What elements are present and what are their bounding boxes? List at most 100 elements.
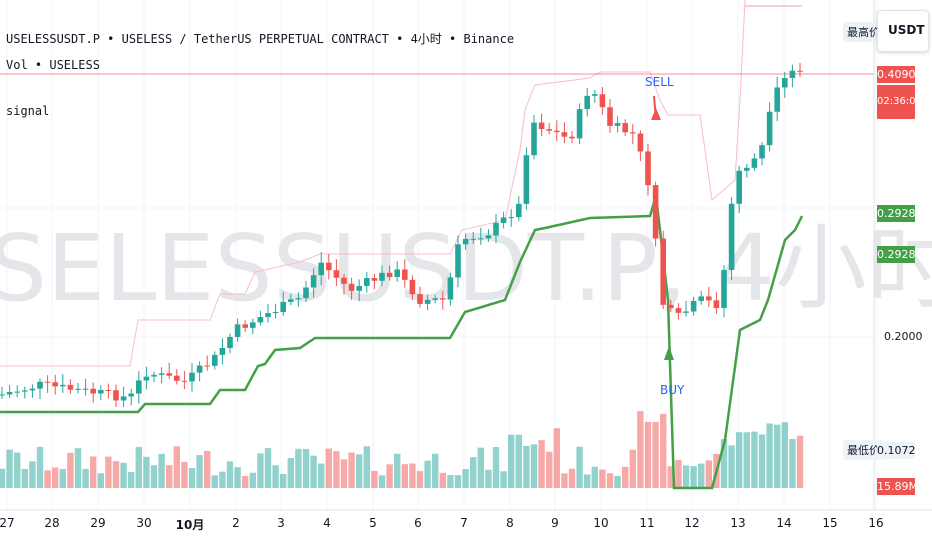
trail-price-tag-2: 0.2928: [877, 246, 916, 263]
candle-body: [417, 294, 423, 304]
candle-body: [303, 287, 309, 299]
candle-body: [326, 262, 332, 271]
date-tick-label: 11: [639, 516, 655, 530]
candle-body: [493, 222, 499, 236]
candle-body: [447, 277, 454, 300]
high-price-button[interactable]: 最高价: [843, 22, 884, 42]
volume-bar: [204, 451, 211, 488]
volume-bar: [698, 463, 705, 488]
volume-bar: [219, 471, 226, 488]
candle-body: [554, 130, 560, 133]
candle-body: [744, 167, 750, 171]
date-tick-label: 4: [323, 516, 331, 530]
candle-body: [592, 94, 598, 96]
low-price-button[interactable]: 最低价: [843, 440, 884, 460]
candle-body: [128, 393, 134, 397]
candle-body: [189, 372, 195, 382]
volume-bar: [477, 447, 484, 488]
volume-bar: [492, 447, 500, 488]
date-tick-label: 30: [136, 516, 152, 530]
volume-bar: [599, 469, 606, 488]
volume-bar: [36, 446, 44, 488]
candle-body: [455, 244, 461, 278]
grid-lines: [0, 0, 877, 510]
candle-body: [500, 217, 507, 223]
volume-bar: [196, 455, 203, 488]
candle-body: [75, 388, 81, 390]
candle-body: [440, 298, 446, 300]
candle-body: [143, 376, 150, 381]
candles[interactable]: [0, 63, 803, 408]
volume-bar: [736, 432, 743, 488]
candle-body: [151, 374, 157, 377]
candle-body: [272, 312, 279, 314]
candle-body: [538, 122, 545, 130]
volume-bar: [637, 411, 644, 488]
candle-body: [478, 238, 484, 240]
volume-bar: [52, 467, 59, 488]
volume-bar: [743, 432, 750, 488]
candle-body: [250, 322, 256, 328]
volume-bars: [0, 411, 804, 488]
volume-bar: [584, 474, 591, 488]
volume-bar: [14, 452, 21, 488]
volume-bar: [378, 475, 386, 488]
volume-bar: [424, 460, 431, 488]
volume-bar: [758, 434, 766, 488]
candle-body: [485, 235, 492, 239]
volume-bar: [67, 452, 74, 488]
candle-body: [546, 129, 552, 131]
sell-arrow-head: [651, 108, 661, 120]
volume-bar: [348, 452, 355, 488]
candle-body: [599, 94, 606, 108]
volume-bar: [416, 471, 424, 488]
candle-body: [136, 380, 142, 394]
candle-body: [683, 311, 689, 313]
candle-body: [766, 111, 773, 146]
candle-body: [265, 313, 271, 318]
volume-bar: [606, 473, 614, 488]
candle-body: [409, 279, 416, 295]
sell-signal-label: SELL: [645, 75, 674, 89]
volume-bar: [0, 468, 6, 488]
volume-bar: [439, 472, 446, 488]
volume-bar: [629, 449, 636, 488]
volume-bar: [538, 440, 545, 488]
candle-body: [318, 262, 324, 276]
volume-bar: [454, 475, 462, 488]
volume-bar: [143, 456, 150, 488]
volume-bar: [257, 453, 264, 488]
volume-bar: [325, 448, 332, 488]
candle-body: [14, 391, 20, 393]
volume-bar: [150, 465, 158, 488]
volume-bar: [363, 446, 370, 488]
candle-body: [462, 238, 469, 245]
volume-bar: [432, 453, 439, 488]
signal-markers: SELL BUY: [645, 75, 685, 397]
volume-bar: [409, 463, 416, 488]
volume-bar: [789, 438, 796, 488]
volume-bar: [766, 423, 773, 488]
volume-bar: [751, 431, 758, 488]
volume-bar: [614, 475, 621, 488]
currency-selector[interactable]: USDT: [877, 10, 929, 52]
candle-body: [364, 278, 370, 286]
candle-body: [637, 133, 644, 152]
volume-bar: [29, 461, 36, 488]
candle-body: [508, 217, 514, 219]
candle-body: [432, 298, 438, 300]
candle-body: [470, 238, 476, 240]
volume-bar: [318, 463, 325, 488]
candle-body: [614, 123, 621, 126]
candle-body: [348, 283, 355, 291]
candle-body: [212, 354, 218, 366]
candle-body: [782, 77, 788, 88]
candle-body: [52, 382, 58, 387]
candle-body: [356, 285, 362, 291]
current-price-tag: 0.4090: [877, 66, 916, 83]
volume-bar: [462, 469, 469, 488]
candle-body: [37, 381, 43, 389]
candle-body: [797, 70, 803, 72]
